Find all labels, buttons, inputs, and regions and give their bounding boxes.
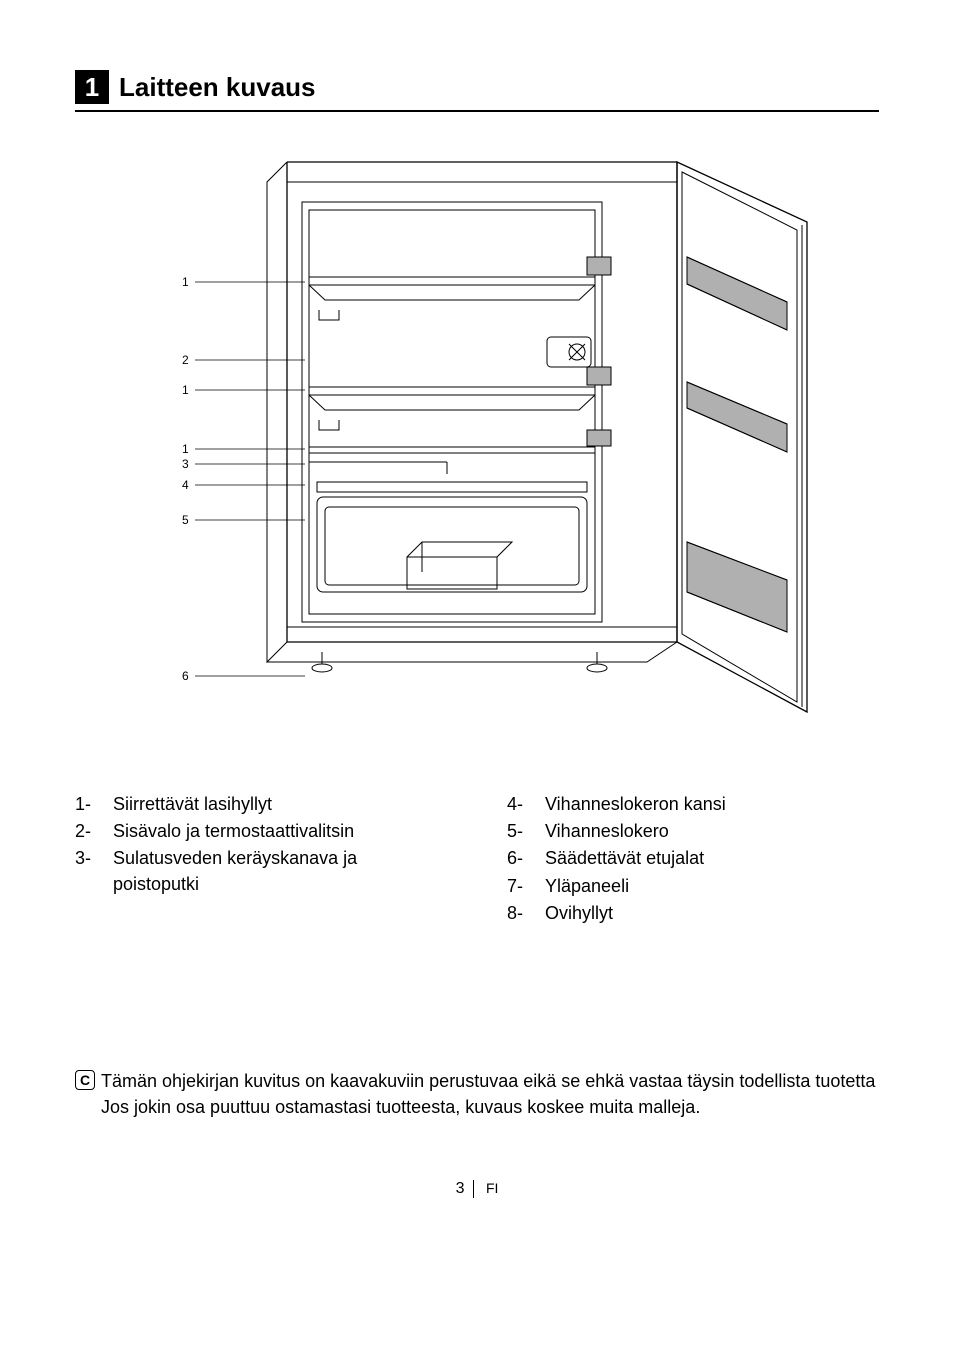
- page-lang: FI: [486, 1180, 498, 1196]
- legend-item-number: 3-: [75, 846, 113, 896]
- section-header: 1 Laitteen kuvaus: [75, 70, 879, 112]
- legend-item-number: 2-: [75, 819, 113, 844]
- legend-item-text: Sisävalo ja termostaattivalitsin: [113, 819, 447, 844]
- legend-item-text: Yläpaneeli: [545, 874, 879, 899]
- legend-item-number: 4-: [507, 792, 545, 817]
- legend-item-number: 1-: [75, 792, 113, 817]
- legend-item-text: Vihanneslokeron kansi: [545, 792, 879, 817]
- appliance-diagram: 12113456: [75, 152, 879, 732]
- callout-number: 4: [182, 478, 189, 492]
- legend-item-number: 8-: [507, 901, 545, 926]
- section-title: Laitteen kuvaus: [119, 72, 316, 103]
- legend-item-text: Ovihyllyt: [545, 901, 879, 926]
- fridge-diagram-svg: 12113456: [127, 152, 827, 732]
- callout-number: 1: [182, 383, 189, 397]
- legend-item: 7-Yläpaneeli: [507, 874, 879, 899]
- legend-item: 1-Siirrettävät lasihyllyt: [75, 792, 447, 817]
- callout-number: 3: [182, 457, 189, 471]
- callout-number: 1: [182, 275, 189, 289]
- legend-item: 3-Sulatusveden keräyskanava ja poistoput…: [75, 846, 447, 896]
- legend-item-text: Säädettävät etujalat: [545, 846, 879, 871]
- legend-item: 5-Vihanneslokero: [507, 819, 879, 844]
- legend-item: 2-Sisävalo ja termostaattivalitsin: [75, 819, 447, 844]
- info-note-text: Tämän ohjekirjan kuvitus on kaavakuviin …: [101, 1068, 879, 1120]
- legend-item-text: Vihanneslokero: [545, 819, 879, 844]
- info-note: C Tämän ohjekirjan kuvitus on kaavakuvii…: [75, 1068, 879, 1120]
- legend-item-number: 7-: [507, 874, 545, 899]
- legend-item-number: 6-: [507, 846, 545, 871]
- callout-number: 5: [182, 513, 189, 527]
- section-number: 1: [75, 70, 109, 104]
- legend-item: 6-Säädettävät etujalat: [507, 846, 879, 871]
- legend: 1-Siirrettävät lasihyllyt2-Sisävalo ja t…: [75, 792, 879, 928]
- callout-number: 6: [182, 669, 189, 683]
- legend-item: 8-Ovihyllyt: [507, 901, 879, 926]
- info-icon: C: [75, 1070, 95, 1090]
- callout-number: 2: [182, 353, 189, 367]
- page-footer: 3 FI: [75, 1180, 879, 1198]
- legend-right-column: 4-Vihanneslokeron kansi5-Vihanneslokero6…: [507, 792, 879, 928]
- legend-left-column: 1-Siirrettävät lasihyllyt2-Sisävalo ja t…: [75, 792, 447, 928]
- legend-item: 4-Vihanneslokeron kansi: [507, 792, 879, 817]
- legend-item-text: Sulatusveden keräyskanava ja poistoputki: [113, 846, 447, 896]
- legend-item-text: Siirrettävät lasihyllyt: [113, 792, 447, 817]
- legend-item-number: 5-: [507, 819, 545, 844]
- page-number: 3: [456, 1180, 474, 1198]
- callout-number: 1: [182, 442, 189, 456]
